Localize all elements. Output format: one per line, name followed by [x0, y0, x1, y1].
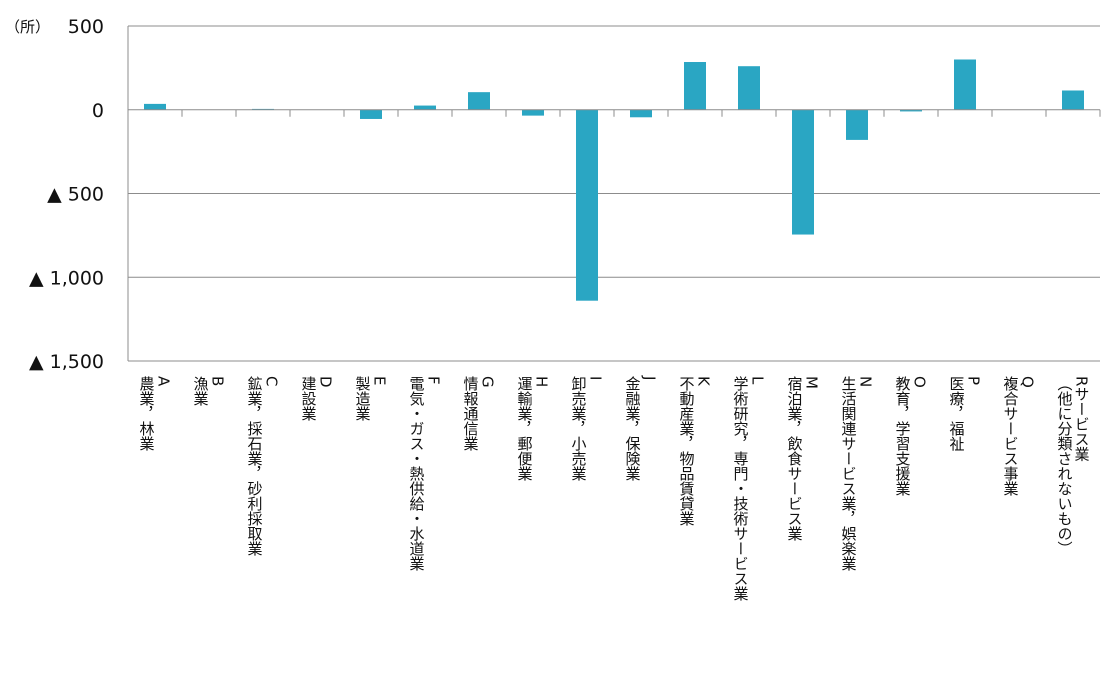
x-category-label: F電気・ガス・熱供給・水道業	[408, 376, 443, 571]
bar	[900, 109, 922, 112]
x-category-label-line: K	[695, 376, 713, 387]
x-category-label-line: 不動産業，物品賃貸業	[678, 376, 696, 526]
bar	[954, 59, 976, 110]
bar	[144, 103, 166, 110]
x-category-label: O教育，学習支援業	[894, 376, 929, 496]
x-category-label: A農業，林業	[138, 376, 173, 451]
x-category-label: C鉱業，採石業，砂利採取業	[246, 375, 281, 556]
unit-label: （所）	[5, 18, 50, 36]
x-category-label-line: 宿泊業，飲食サービス業	[786, 376, 804, 541]
x-category-label-line: 製造業	[354, 376, 372, 421]
x-category-label-line: 情報通信業	[462, 376, 480, 451]
x-category-label-line: 教育，学習支援業	[894, 376, 912, 496]
y-tick-label: ▲ 1,000	[29, 267, 104, 289]
x-category-label-line: J	[641, 375, 659, 380]
bar	[1062, 90, 1084, 110]
x-category-label: P医療，福祉	[948, 376, 983, 451]
x-category-label-line: N	[857, 376, 875, 387]
x-category-label-line: 生活関連サービス業，娯楽業	[840, 376, 858, 571]
x-category-label-line: O	[911, 376, 929, 388]
x-category-label-line: 複合サービス事業	[1002, 376, 1020, 496]
x-category-label-line: H	[533, 376, 551, 387]
bar	[522, 109, 544, 116]
x-category-label-line: 電気・ガス・熱供給・水道業	[408, 376, 426, 571]
x-category-label-line: 漁業	[192, 376, 210, 406]
x-category-label-line: F	[425, 376, 443, 385]
x-category-label-line: Q	[1019, 376, 1037, 388]
bar	[792, 109, 814, 235]
axes	[127, 26, 1101, 361]
x-category-label-line: L	[749, 376, 767, 385]
x-category-label-line: C	[263, 376, 281, 386]
gridlines	[128, 25, 1100, 362]
x-category-label-line: I	[587, 376, 605, 380]
x-category-label-line: 卸売業，小売業	[570, 376, 588, 481]
bar	[846, 109, 868, 140]
bars	[144, 59, 1084, 301]
bar	[360, 109, 382, 119]
bar	[576, 109, 598, 301]
x-category-label-line: 農業，林業	[138, 376, 156, 451]
bar	[630, 109, 652, 118]
bar	[684, 62, 706, 110]
x-category-label-line: A	[155, 376, 173, 387]
x-category-label-line: M	[803, 376, 821, 389]
x-category-label-line: E	[371, 376, 389, 385]
x-category-label-line: D	[317, 376, 335, 388]
x-category-label-line: G	[479, 376, 497, 388]
x-category-label-line: 金融業，保険業	[624, 376, 642, 481]
bar	[414, 105, 436, 110]
x-category-label-line: （他に分類されないもの）	[1056, 376, 1074, 556]
bar	[468, 92, 490, 110]
x-category-label: Rサービス業（他に分類されないもの）	[1056, 376, 1091, 556]
x-category-label: B漁業	[192, 376, 227, 406]
y-tick-labels: 500 0 ▲ 500 ▲ 1,000 ▲ 1,500	[29, 16, 104, 373]
bar	[738, 66, 760, 110]
y-tick-label: ▲ 1,500	[29, 351, 104, 373]
x-category-label-line: 学術研究，専門・技術サービス業	[732, 376, 750, 601]
y-tick-label: ▲ 500	[47, 184, 104, 206]
y-tick-label: 500	[68, 16, 104, 38]
x-category-label-line: 医療，福祉	[948, 376, 966, 451]
x-category-label-line: 建設業	[300, 376, 318, 421]
x-category-label-line: B	[209, 376, 227, 386]
y-tick-label: 0	[92, 100, 104, 122]
x-category-label-line: Rサービス業	[1073, 376, 1091, 462]
x-category-label-line: 運輸業，郵便業	[516, 376, 534, 481]
x-category-label-line: P	[965, 376, 983, 385]
x-category-label-line: 鉱業，採石業，砂利採取業	[246, 375, 264, 556]
